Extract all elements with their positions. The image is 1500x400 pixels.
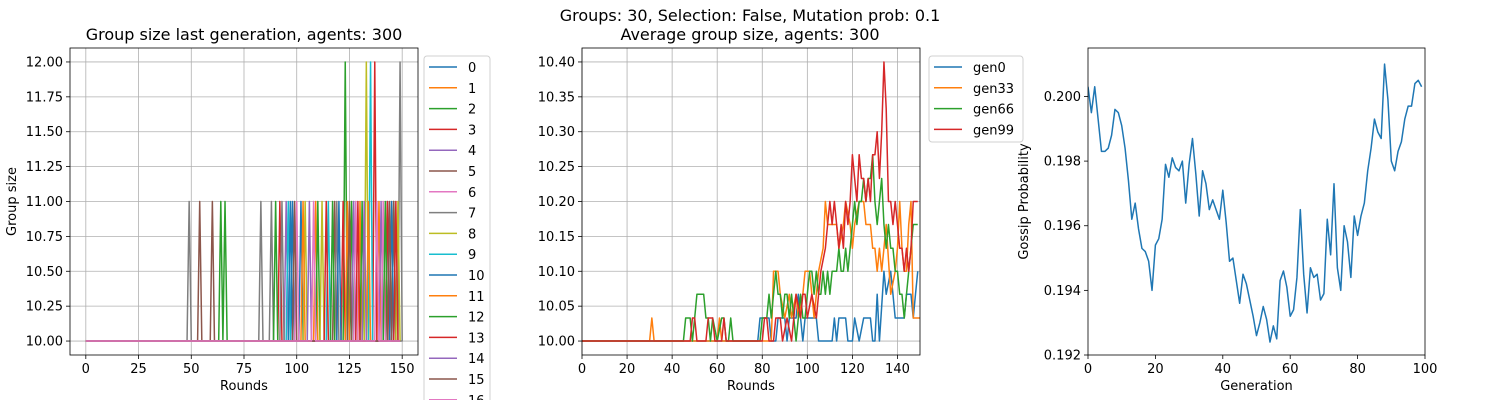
y-tick-label: 10.15	[538, 230, 575, 245]
legend-label: 3	[468, 123, 476, 138]
legend-label: gen99	[973, 123, 1014, 138]
x-tick-label: 20	[1147, 362, 1164, 377]
series-line-line-0	[1088, 63, 1423, 343]
series-line-10	[85, 200, 401, 342]
y-tick-label: 10.20	[538, 195, 575, 210]
y-tick-label: 10.75	[26, 230, 63, 245]
x-axis-label: Rounds	[727, 379, 775, 394]
series-line-9	[85, 61, 401, 342]
y-tick-label: 11.50	[26, 125, 63, 140]
y-tick-label: 10.50	[26, 265, 63, 280]
y-tick-label: 11.75	[26, 90, 63, 105]
legend-label: 8	[468, 227, 476, 242]
x-tick-label: 80	[1349, 362, 1366, 377]
legend-label: 15	[468, 373, 485, 388]
x-tick-label: 60	[1282, 362, 1299, 377]
legend-box	[423, 55, 491, 400]
x-tick-label: 60	[709, 362, 726, 377]
legend-box	[928, 55, 1024, 143]
y-axis-label: Group size	[5, 167, 20, 236]
y-tick-label: 10.40	[538, 55, 575, 70]
series-line-gen99	[582, 61, 918, 342]
y-tick-label: 0.200	[1044, 90, 1081, 105]
legend-label: 9	[468, 248, 476, 263]
series-group	[582, 61, 920, 342]
plot-1: 0 25 50 75 100 125 15010.0010.2510.5010.7511.0…	[5, 25, 491, 400]
legend-label: gen66	[973, 103, 1014, 118]
legend-label: 14	[468, 352, 485, 367]
figure-title-line-2: Average group size, agents: 300	[620, 25, 880, 44]
y-tick-label: 10.30	[538, 125, 575, 140]
legend-label: 0	[468, 61, 476, 76]
y-axis-label: Gossip Probability	[1017, 143, 1032, 260]
legend-label: 4	[468, 144, 476, 159]
y-tick-label: 0.198	[1044, 155, 1081, 170]
series-line-12	[85, 200, 401, 342]
legend: 012345678910111213141516	[423, 55, 491, 400]
legend-label: 7	[468, 207, 476, 222]
legend: gen0 gen33 gen66 gen99	[928, 55, 1024, 143]
x-axis-label: Generation	[1220, 379, 1293, 394]
y-tick-label: 10.10	[538, 265, 575, 280]
legend-label: 2	[468, 103, 476, 118]
x-tick-label: 120	[840, 362, 865, 377]
plot-3: 0 20 40 60 80 100 0.192 0.194 0.196 0.198 0.200 Gen…	[1017, 47, 1438, 394]
series-line-16	[85, 200, 401, 342]
x-tick-label: 100	[1413, 362, 1438, 377]
y-tick-label: 0.194	[1044, 284, 1081, 299]
legend-label: 13	[468, 331, 485, 346]
legend-label: 12	[468, 311, 485, 326]
legend-label: 11	[468, 290, 485, 305]
x-tick-label: 80	[754, 362, 771, 377]
y-tick-label: 10.00	[26, 335, 63, 350]
y-tick-label: 10.25	[538, 160, 575, 175]
series-line-13	[85, 200, 401, 342]
y-tick-label: 11.00	[26, 195, 63, 210]
y-tick-label: 0.196	[1044, 219, 1081, 234]
legend-label: 6	[468, 186, 476, 201]
y-tick-label: 10.05	[538, 300, 575, 315]
y-tick-label: 11.25	[26, 160, 63, 175]
x-tick-label: 25	[130, 362, 147, 377]
x-tick-label: 20	[619, 362, 636, 377]
series-group	[1088, 63, 1423, 343]
x-tick-label: 150	[390, 362, 415, 377]
x-tick-label: 75	[236, 362, 253, 377]
y-tick-label: 10.35	[538, 90, 575, 105]
series-group	[85, 61, 403, 342]
x-tick-label: 50	[183, 362, 200, 377]
y-tick-label: 12.00	[26, 55, 63, 70]
x-tick-label: 0	[1084, 362, 1092, 377]
legend-label: 10	[468, 269, 485, 284]
legend-label: 5	[468, 165, 476, 180]
x-tick-label: 125	[337, 362, 362, 377]
y-tick-label: 10.25	[26, 300, 63, 315]
y-tick-label: 0.192	[1044, 349, 1081, 364]
figure-title-line-1: Groups: 30, Selection: False, Mutation p…	[559, 6, 941, 25]
series-line-11	[85, 200, 401, 342]
legend-label: gen33	[973, 82, 1014, 97]
legend-label: gen0	[973, 61, 1006, 76]
legend-label: 16	[468, 394, 485, 400]
x-tick-label: 100	[795, 362, 820, 377]
y-tick-label: 10.00	[538, 335, 575, 350]
x-tick-label: 0	[578, 362, 586, 377]
x-tick-label: 0	[82, 362, 90, 377]
x-tick-label: 40	[664, 362, 681, 377]
series-line-15	[85, 200, 401, 342]
x-tick-label: 140	[885, 362, 910, 377]
plot-2: 0 20 40 60 80 100 120 140 10.00 10.05 10.10 10.15 10…	[538, 47, 1024, 394]
x-axis-label: Rounds	[220, 379, 268, 394]
x-tick-label: 100	[284, 362, 309, 377]
plot-title: Group size last generation, agents: 300	[86, 25, 403, 44]
x-tick-label: 40	[1215, 362, 1232, 377]
axes-frame	[1087, 47, 1426, 356]
legend-label: 1	[468, 82, 476, 97]
